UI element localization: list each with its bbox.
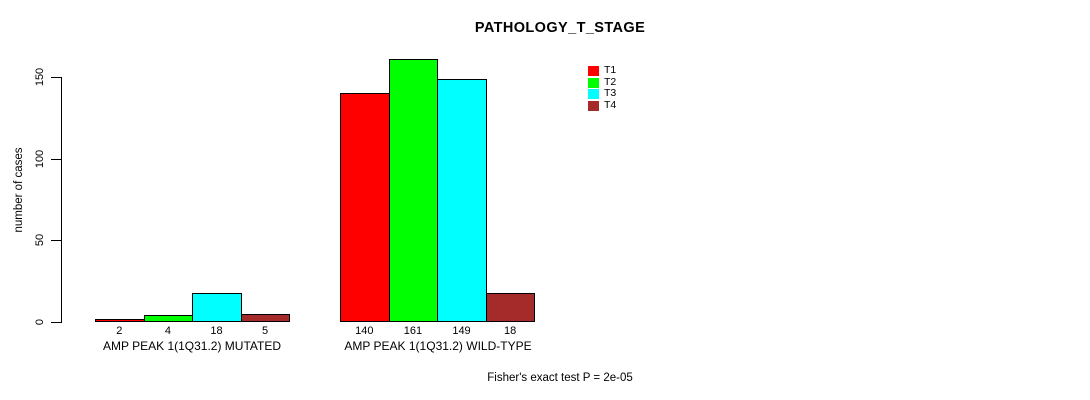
legend-label: T3: [604, 87, 617, 100]
legend-swatch-t2: [588, 77, 599, 88]
y-axis-label: number of cases: [13, 147, 25, 233]
y-axis-tick: [51, 240, 61, 242]
bar-value-label: 2: [116, 325, 123, 337]
legend-item-t2: T2: [588, 75, 617, 89]
bar-t4-group2: [485, 292, 536, 322]
group-label-wildtype: AMP PEAK 1(1Q31.2) WILD-TYPE: [344, 339, 532, 353]
legend-label: T4: [604, 99, 617, 112]
bar-t4-group1: [240, 313, 291, 322]
bar-value-label: 18: [210, 325, 223, 337]
legend: T1 T2 T3 T4: [588, 64, 617, 112]
y-axis-tick-label: 150: [34, 67, 46, 87]
legend-swatch-t3: [588, 89, 599, 100]
y-axis-tick-label: 0: [34, 318, 46, 326]
bar-value-label: 161: [403, 325, 423, 337]
legend-swatch-t4: [588, 100, 599, 111]
bar-value-label: 18: [503, 325, 517, 337]
legend-item-t4: T4: [588, 99, 617, 112]
bar-value-label: 149: [452, 325, 471, 337]
legend-item-t3: T3: [588, 88, 616, 100]
y-axis-tick: [51, 322, 61, 323]
y-axis-tick-label: 100: [34, 149, 46, 168]
bar-value-label: 5: [262, 325, 269, 337]
bar-t2-group1: [143, 315, 194, 322]
legend-label: T2: [604, 75, 617, 88]
bar-t1-group1: [95, 318, 145, 322]
bar-t3-group2: [437, 78, 487, 322]
chart-title: PATHOLOGY_T_STAGE: [474, 20, 646, 36]
y-axis-line: [61, 77, 62, 323]
group-label-mutated: AMP PEAK 1(1Q31.2) MUTATED: [102, 339, 282, 353]
y-axis-tick: [51, 77, 61, 78]
legend-label: T1: [604, 64, 617, 76]
bar-value-label: 140: [355, 325, 374, 337]
y-axis-tick: [51, 158, 61, 160]
bar-t2-group2: [388, 59, 439, 322]
footnote-pvalue: Fisher's exact test P = 2e-05: [487, 372, 633, 384]
bar-value-label: 4: [164, 325, 171, 337]
bar-t3-group1: [192, 292, 242, 322]
bar-t1-group2: [340, 93, 390, 322]
legend-swatch-t1: [588, 65, 599, 76]
legend-item-t1: T1: [588, 64, 617, 77]
y-axis-tick-label: 50: [34, 234, 46, 247]
